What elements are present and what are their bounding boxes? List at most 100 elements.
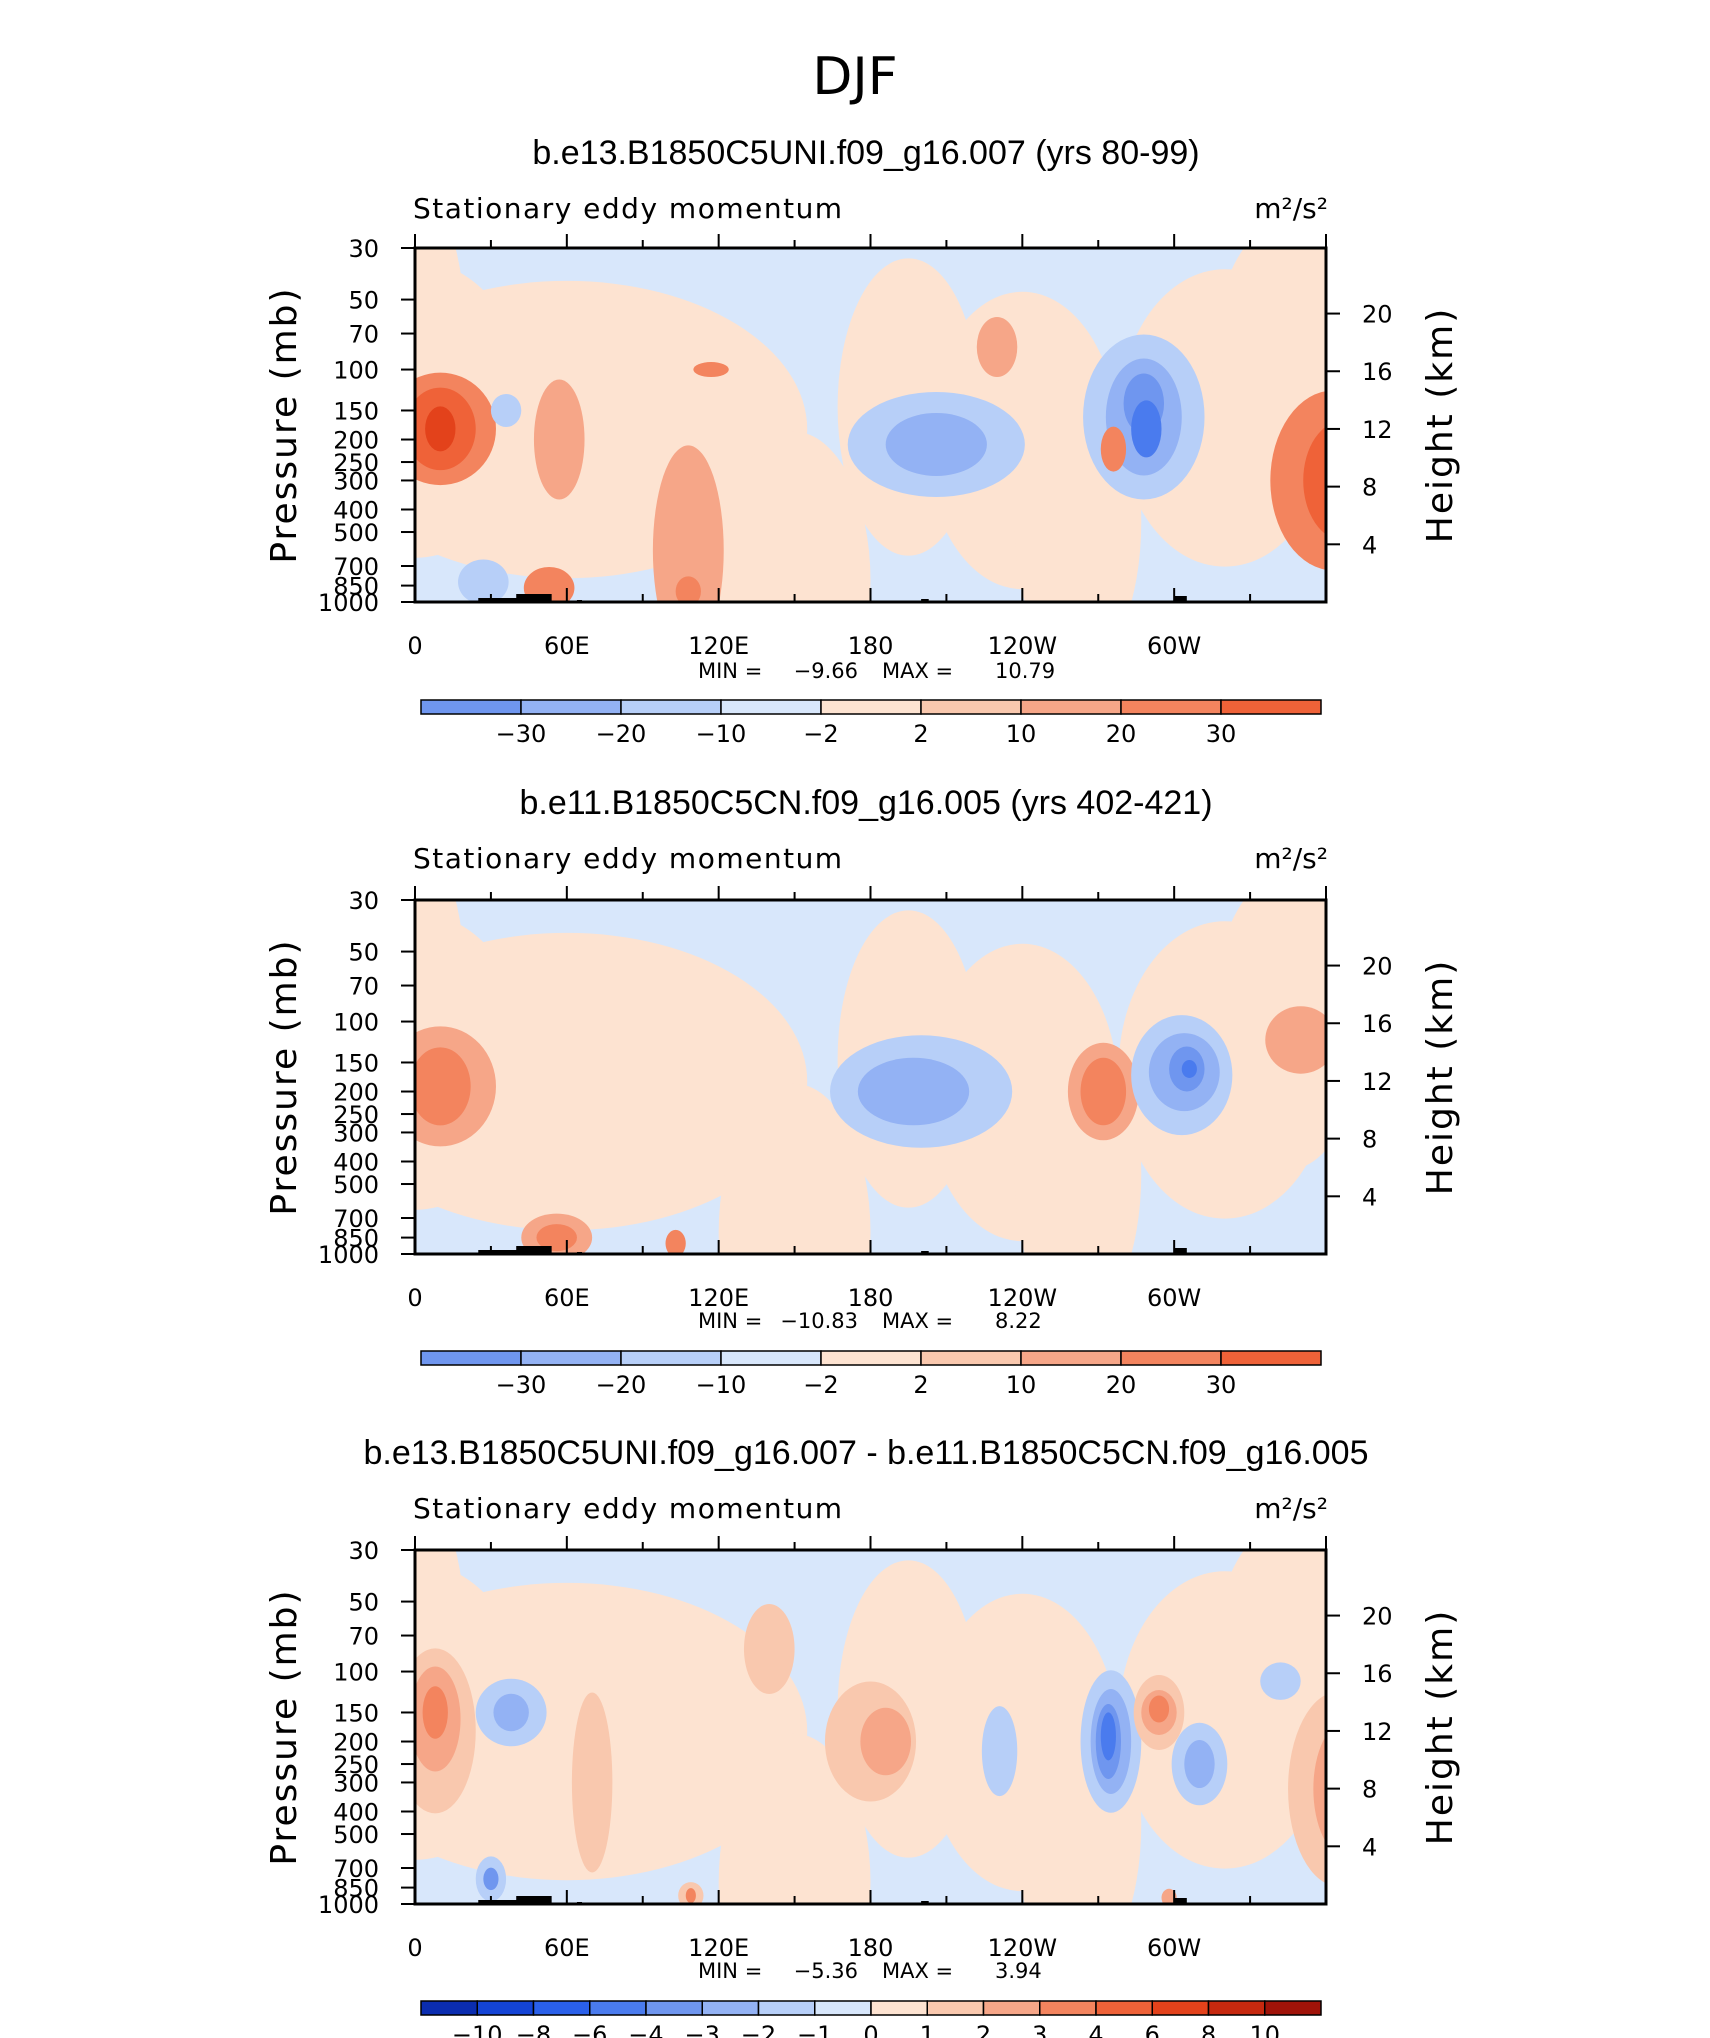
panel-2-ytick-label: 70: [348, 973, 379, 1001]
panel-3-ytick-label: 150: [333, 1699, 379, 1727]
panel-1-plot: 0 60E 120E 180 120W 60W3050701001502002503004…: [264, 234, 1461, 660]
panel-2-colorbar-box: [820, 1350, 922, 1366]
panel-1-contour-16: [1100, 426, 1127, 472]
panel-1-contour-11: [1270, 391, 1326, 570]
panel-3-ytick-label: 50: [348, 1589, 379, 1617]
panel-1-colorbar-box: [1220, 699, 1322, 715]
panel-1-colorbar-label: −20: [596, 720, 647, 748]
panel-2-colorbar-box: [1120, 1350, 1222, 1366]
panel-1-colorbar-box: [1020, 699, 1122, 715]
panel-1-xtick-label: 180: [848, 632, 894, 660]
panel-2-colorbar-box: [520, 1350, 622, 1366]
panel-1-ytick-label: 200: [333, 427, 379, 455]
panel-2-min-value: −10.83: [780, 1309, 858, 1333]
panel-1-colorbar-label: 10: [1006, 720, 1037, 748]
panel-1-ytick-label: 1000: [318, 589, 379, 617]
panel-1-ytick-label: 700: [333, 553, 379, 581]
panel-2-y2label: Height (km): [1420, 959, 1461, 1195]
panel-2-colorbar-label: −30: [496, 1371, 547, 1399]
panel-3-contour-2: [422, 1686, 448, 1739]
panel-1-colorbar-label: 20: [1106, 720, 1137, 748]
panel-1-xtick-label: 120W: [988, 632, 1058, 660]
panel-2: b.e11.B1850C5CN.f09_g16.005 (yrs 402-421…: [264, 784, 1461, 1333]
panel-1-ytick-label: 300: [333, 467, 379, 495]
panel-2-ytick-label: 50: [348, 939, 379, 967]
panel-3-colorbar-box: [1207, 2000, 1266, 2016]
panel-3-band-2: [415, 1582, 808, 1881]
panel-2-colorbar-label: 10: [1006, 1371, 1037, 1399]
panel-2-contour-1: [415, 1047, 471, 1126]
panel-3-xtick-label: 120W: [988, 1934, 1058, 1962]
panel-2-contour-7: [1080, 1057, 1127, 1126]
panel-1-colorbar-label: 30: [1206, 720, 1237, 748]
panel-2-colorbar-label: 20: [1106, 1371, 1137, 1399]
panel-3-colorbar-box: [420, 2000, 478, 2016]
panel-3-ylabel: Pressure (mb): [264, 1588, 305, 1865]
panel-1-topography-4: [1174, 596, 1187, 602]
panel-1-units: m²/s²: [1254, 192, 1328, 225]
panel-3-colorbar-label: −2: [741, 2021, 776, 2038]
panel-3-band-3: [718, 1733, 871, 1904]
panel-3-title: b.e13.B1850C5UNI.f09_g16.007 - b.e11.B18…: [363, 1434, 1368, 1472]
panel-3-ytick-label: 700: [333, 1855, 379, 1883]
panel-2-ylabel: Pressure (mb): [264, 938, 305, 1215]
panel-2-colorbar-label: 30: [1206, 1371, 1237, 1399]
panel-3-plot: 0 60E 120E 180 120W 60W3050701001502002503004…: [264, 1536, 1461, 1962]
panel-3-colorbar-label: −10: [452, 2021, 503, 2038]
panel-2-y2tick-label: 20: [1362, 953, 1393, 981]
panel-3-colorbar-box: [926, 2000, 985, 2016]
panel-3-contour-11: [1100, 1712, 1116, 1761]
panel-2-colorbar: −30 −20 −10 −2 2 10 20 30: [420, 1350, 1322, 1399]
panel-1-y2tick-label: 16: [1362, 358, 1393, 386]
panel-1-y2tick-label: 12: [1362, 416, 1393, 444]
panel-3-colorbar-box: [1039, 2000, 1097, 2016]
panel-2-xtick-label: 180: [848, 1284, 894, 1312]
panel-1-xtick-label: 120E: [688, 632, 749, 660]
panel-1-colorbar-box: [520, 699, 622, 715]
panel-2-ytick-label: 850: [333, 1225, 379, 1253]
panel-3-colorbar-box: [476, 2000, 535, 2016]
panel-1-ylabel: Pressure (mb): [264, 286, 305, 563]
panel-1-max-label: MAX =: [882, 659, 953, 683]
panel-3-xtick-label: 120E: [688, 1934, 749, 1962]
panel-3-y2tick-label: 8: [1362, 1776, 1377, 1804]
panel-3-topography-4: [1174, 1898, 1187, 1904]
panel-3-contour-19: [1313, 1735, 1326, 1843]
panel-2-xtick-label: 120W: [988, 1284, 1058, 1312]
panel-1-title: b.e13.B1850C5UNI.f09_g16.007 (yrs 80-99): [532, 134, 1199, 172]
panel-2-ytick-label: 30: [348, 887, 379, 915]
panel-1-max-value: 10.79: [995, 659, 1055, 683]
panel-3-colorbar-box: [1151, 2000, 1210, 2016]
panel-1-colorbar-box: [420, 699, 522, 715]
panel-1-xtick-label: 60E: [544, 632, 590, 660]
panel-3-colorbar-label: 2: [976, 2021, 991, 2038]
panel-1-ytick-label: 50: [348, 287, 379, 315]
panel-1-field: [415, 248, 1326, 602]
panel-1-contour-17: [458, 559, 509, 602]
panel-3-colorbar-box: [1264, 2000, 1322, 2016]
panel-3-colorbar-label: −1: [797, 2021, 832, 2038]
panel-3-colorbar-label: −6: [572, 2021, 607, 2038]
panel-3-max-value: 3.94: [995, 1959, 1042, 1983]
panel-3-contour-6: [860, 1707, 911, 1776]
panel-2-band-3: [718, 1083, 871, 1254]
panel-1-contour-18: [523, 566, 575, 602]
panel-3-colorbar-box: [757, 2000, 816, 2016]
panel-2-xtick-label: 0: [407, 1284, 422, 1312]
panel-1-band-3: [718, 431, 871, 602]
panel-1-xtick-label: 0: [407, 632, 422, 660]
panel-3-y2label: Height (km): [1420, 1609, 1461, 1845]
panel-3-ytick-label: 300: [333, 1769, 379, 1797]
panel-3-colorbar-label: 10: [1249, 2021, 1280, 2038]
panel-3-ytick-label: 1000: [318, 1891, 379, 1919]
panel-1-colorbar-label: −10: [696, 720, 747, 748]
panel-3-colorbar-label: −4: [628, 2021, 663, 2038]
panel-3-y2tick-label: 4: [1362, 1833, 1377, 1861]
panel-3-ytick-label: 850: [333, 1875, 379, 1903]
panel-1-colorbar-label: −30: [496, 720, 547, 748]
panel-1-colorbar-box: [920, 699, 1022, 715]
panel-3-xtick-label: 180: [848, 1934, 894, 1962]
panel-1-contour-10: [1131, 400, 1162, 458]
panel-1-ytick-label: 500: [333, 519, 379, 547]
